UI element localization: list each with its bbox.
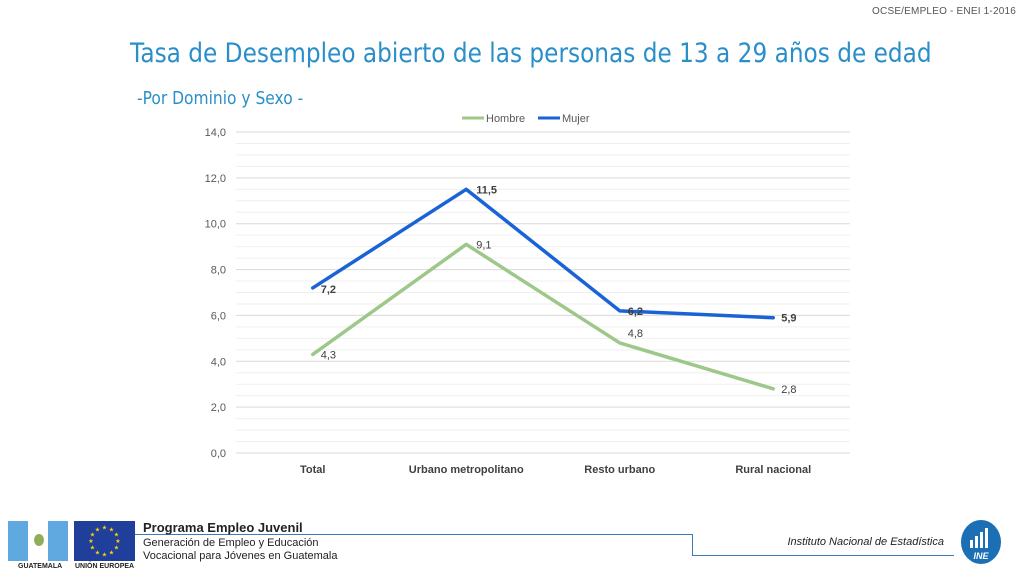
data-label-mujer: 7,2 bbox=[321, 284, 336, 296]
guatemala-emblem-icon bbox=[34, 534, 44, 546]
y-tick-label: 12,0 bbox=[205, 173, 226, 185]
data-label-hombre: 4,8 bbox=[628, 328, 643, 340]
series-line-mujer bbox=[311, 187, 775, 320]
y-tick-label: 8,0 bbox=[211, 265, 226, 277]
data-label-hombre: 9,1 bbox=[476, 239, 491, 251]
svg-text:★: ★ bbox=[102, 525, 107, 532]
chart-title: Tasa de Desempleo abierto de las persona… bbox=[130, 38, 932, 69]
svg-text:★: ★ bbox=[95, 550, 100, 557]
y-tick-label: 14,0 bbox=[205, 127, 226, 139]
data-label-hombre: 2,8 bbox=[781, 384, 796, 396]
guatemala-flag-label: GUATEMALA bbox=[18, 563, 63, 570]
svg-text:★: ★ bbox=[114, 532, 119, 539]
y-tick-label: 2,0 bbox=[211, 402, 226, 414]
y-tick-label: 10,0 bbox=[205, 219, 226, 231]
program-subtitle-line2: Vocacional para Jóvenes en Guatemala bbox=[143, 550, 338, 562]
footer-divider-vertical bbox=[692, 534, 693, 555]
chart-subtitle: -Por Dominio y Sexo - bbox=[137, 88, 304, 109]
y-tick-label: 0,0 bbox=[211, 448, 226, 460]
x-category-label: Total bbox=[300, 464, 325, 476]
legend-label-hombre: Hombre bbox=[486, 113, 525, 125]
program-subtitle-line1: Generación de Empleo y Educación bbox=[143, 537, 319, 549]
svg-text:★: ★ bbox=[109, 550, 114, 557]
data-label-mujer: 5,9 bbox=[781, 313, 796, 325]
data-label-mujer: 11,5 bbox=[476, 184, 497, 196]
x-category-label: Rural nacional bbox=[735, 464, 811, 476]
svg-text:★: ★ bbox=[90, 545, 95, 552]
program-title: Programa Empleo Juvenil bbox=[143, 520, 303, 535]
footer-divider-right bbox=[692, 555, 954, 556]
svg-text:★: ★ bbox=[115, 538, 120, 545]
svg-text:★: ★ bbox=[88, 538, 93, 545]
svg-text:★: ★ bbox=[95, 527, 100, 534]
footer-divider bbox=[135, 534, 692, 535]
x-category-label: Resto urbano bbox=[584, 464, 655, 476]
header-code: OCSE/EMPLEO - ENEI 1-2016 bbox=[872, 6, 1016, 17]
svg-text:★: ★ bbox=[114, 545, 119, 552]
svg-text:★: ★ bbox=[90, 532, 95, 539]
svg-text:★: ★ bbox=[102, 552, 107, 559]
european-union-flag: ★ ★★ ★★★ ★★★ ★★★ bbox=[74, 521, 135, 561]
ine-bars-icon: INE bbox=[970, 528, 989, 561]
legend-label-mujer: Mujer bbox=[562, 113, 590, 125]
european-union-flag-label: UNIÓN EUROPEA bbox=[75, 563, 135, 570]
ine-logo-text: INE bbox=[973, 551, 989, 561]
data-label-mujer: 6,2 bbox=[628, 306, 643, 318]
y-tick-label: 4,0 bbox=[211, 356, 226, 368]
svg-text:★: ★ bbox=[109, 527, 114, 534]
data-label-hombre: 4,3 bbox=[321, 349, 336, 361]
institute-name: Instituto Nacional de Estadística bbox=[787, 536, 944, 548]
x-category-label: Urbano metropolitano bbox=[409, 464, 524, 476]
series-line-hombre bbox=[311, 242, 775, 391]
ine-logo: INE bbox=[961, 520, 1001, 564]
y-tick-label: 6,0 bbox=[211, 310, 226, 322]
guatemala-flag bbox=[8, 521, 68, 561]
